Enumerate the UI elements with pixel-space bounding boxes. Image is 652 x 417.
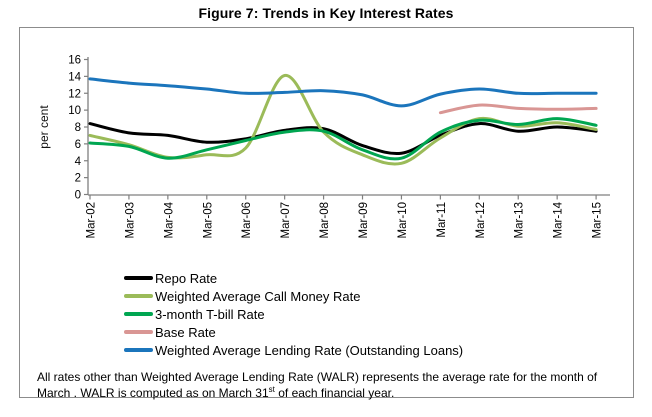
x-axis-tick-label: Mar-13: [514, 202, 526, 238]
x-axis-tick-label: Mar-14: [553, 201, 565, 238]
legend-item-weighted-average-lending-rate-outstanding-loans: Weighted Average Lending Rate (Outstandi…: [124, 341, 463, 359]
y-axis-tick-label: 12: [68, 88, 81, 100]
x-axis-tick-label: Mar-15: [592, 202, 604, 238]
series-line-3-month-t-bill-rate: [88, 117, 598, 161]
y-axis-tick-label: 4: [75, 156, 82, 168]
y-axis-tick-label: 14: [68, 71, 81, 83]
footnote-line2-post: of each financial year.: [274, 385, 395, 400]
y-axis-tick-label: 2: [75, 173, 81, 185]
legend-swatch-3-month-t-bill-rate: [124, 311, 153, 317]
legend-swatch-weighted-average-call-money-rate: [124, 293, 153, 299]
chart-footnote: All rates other than Weighted Average Le…: [37, 370, 619, 401]
legend-swatch-base-rate: [124, 329, 153, 335]
legend-label-3-month-t-bill-rate: 3-month T-bill Rate: [155, 306, 265, 322]
x-axis-tick-label: Mar-03: [124, 202, 136, 238]
y-axis-tick-label: 6: [75, 139, 81, 151]
legend-swatch-repo-rate: [124, 275, 153, 281]
x-axis-tick-label: Mar-06: [241, 202, 253, 238]
x-axis-tick-label: Mar-08: [319, 202, 331, 238]
legend-swatch-weighted-average-lending-rate-outstanding-loans: [124, 347, 153, 353]
legend-item-3-month-t-bill-rate: 3-month T-bill Rate: [124, 305, 463, 323]
chart-border-box: [19, 27, 634, 398]
x-axis-tick-label: Mar-07: [280, 202, 292, 238]
footnote-line1: All rates other than Weighted Average Le…: [37, 370, 528, 384]
legend-label-repo-rate: Repo Rate: [155, 270, 218, 286]
legend-label-base-rate: Base Rate: [155, 324, 216, 340]
series-line-weighted-average-lending-rate-outstanding-loans: [88, 77, 598, 108]
footnote-superscript: st: [268, 384, 275, 394]
x-axis-tick-label: Mar-09: [358, 202, 370, 238]
x-axis-tick-label: Mar-04: [163, 201, 175, 238]
legend-label-weighted-average-lending-rate-outstanding-loans: Weighted Average Lending Rate (Outstandi…: [155, 342, 464, 358]
figure-title: Figure 7: Trends in Key Interest Rates: [198, 5, 454, 21]
y-axis-tick-label: 0: [75, 190, 81, 202]
legend-item-weighted-average-call-money-rate: Weighted Average Call Money Rate: [124, 287, 463, 305]
x-axis-tick-label: Mar-12: [475, 202, 487, 238]
legend-item-base-rate: Base Rate: [124, 323, 463, 341]
x-axis-tick-label: Mar-05: [202, 202, 214, 238]
series-line-weighted-average-call-money-rate: [88, 74, 598, 166]
y-axis-tick-label: 16: [68, 55, 81, 67]
legend-label-weighted-average-call-money-rate: Weighted Average Call Money Rate: [155, 288, 361, 304]
x-axis-tick-label: Mar-02: [86, 202, 98, 238]
chart-legend: Repo Rate Weighted Average Call Money Rat…: [124, 269, 463, 359]
series-line-base-rate: [438, 103, 598, 115]
y-axis-title: per cent: [37, 105, 51, 149]
x-axis-tick-label: Mar-11: [436, 202, 448, 238]
legend-item-repo-rate: Repo Rate: [124, 269, 463, 287]
y-axis-tick-label: 10: [68, 105, 81, 117]
footnote-line2-pre: the month of March . WALR is computed as…: [37, 370, 598, 400]
x-axis-tick-label: Mar-10: [397, 202, 409, 238]
series-line-repo-rate: [88, 122, 598, 155]
y-axis-tick-label: 8: [75, 122, 81, 134]
